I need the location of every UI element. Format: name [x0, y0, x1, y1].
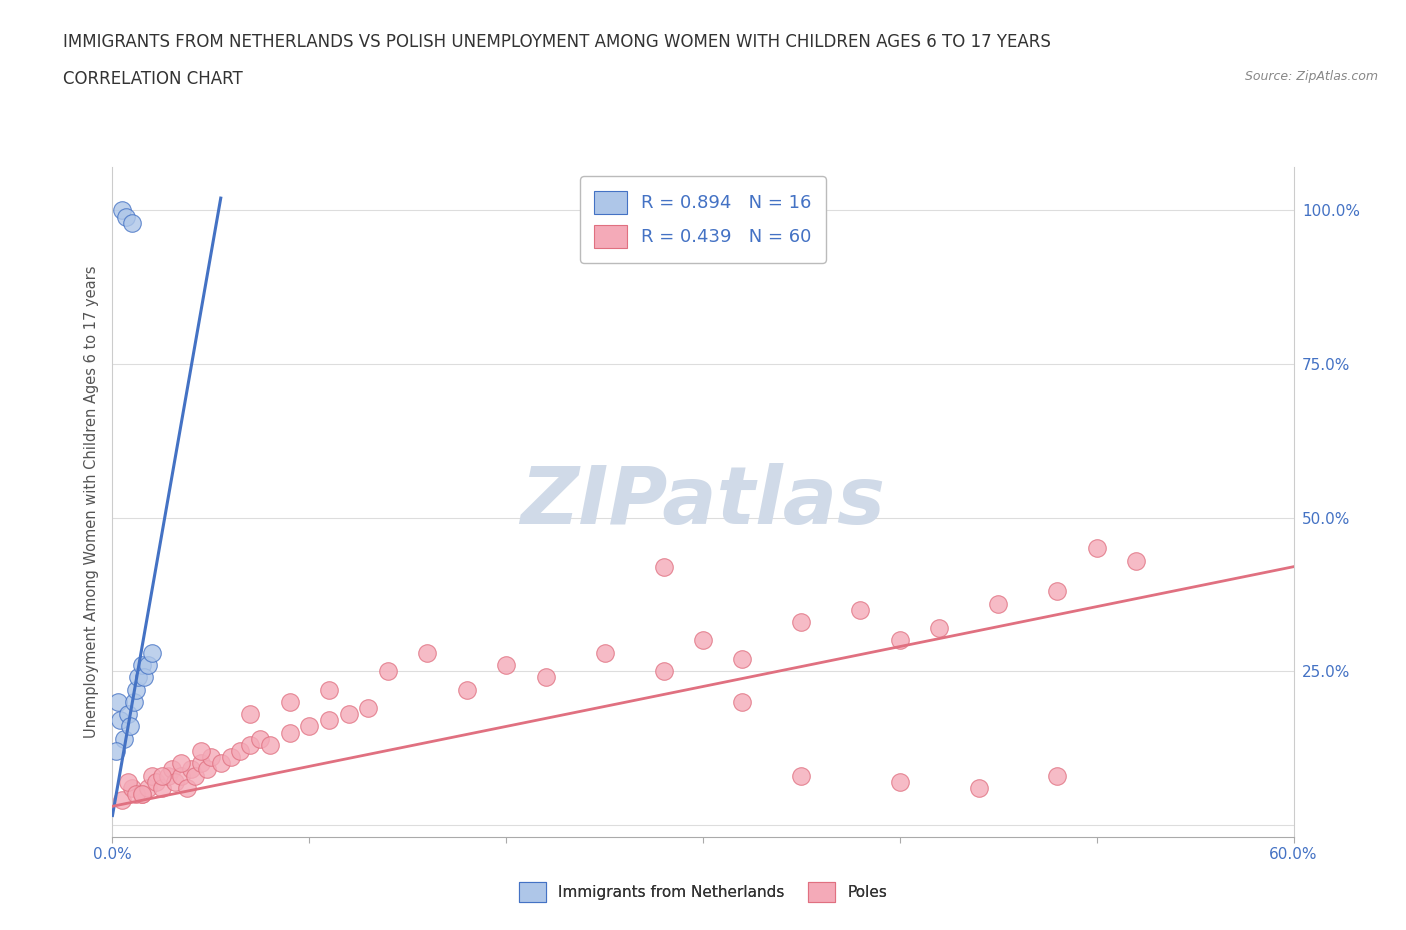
Point	[593, 645, 616, 660]
Point	[127, 670, 149, 684]
Point	[692, 633, 714, 648]
Point	[298, 719, 321, 734]
Point	[1046, 584, 1069, 599]
Point	[416, 645, 439, 660]
Point	[209, 756, 232, 771]
Point	[456, 682, 478, 697]
Point	[249, 731, 271, 746]
Point	[652, 664, 675, 679]
Point	[889, 633, 911, 648]
Point	[278, 695, 301, 710]
Text: ZIPatlas: ZIPatlas	[520, 463, 886, 541]
Point	[928, 620, 950, 635]
Point	[170, 768, 193, 783]
Point	[150, 780, 173, 795]
Point	[190, 756, 212, 771]
Point	[121, 780, 143, 795]
Point	[156, 768, 179, 783]
Point	[495, 658, 517, 672]
Point	[150, 768, 173, 783]
Point	[318, 712, 340, 727]
Point	[337, 707, 360, 722]
Point	[111, 203, 134, 218]
Text: CORRELATION CHART: CORRELATION CHART	[63, 70, 243, 87]
Point	[790, 768, 813, 783]
Text: Source: ZipAtlas.com: Source: ZipAtlas.com	[1244, 70, 1378, 83]
Point	[141, 768, 163, 783]
Point	[170, 756, 193, 771]
Point	[790, 615, 813, 630]
Point	[120, 719, 142, 734]
Point	[115, 209, 138, 224]
Point	[849, 603, 872, 618]
Point	[967, 780, 990, 795]
Point	[160, 762, 183, 777]
Point	[731, 695, 754, 710]
Point	[117, 707, 139, 722]
Point	[180, 762, 202, 777]
Point	[165, 775, 187, 790]
Point	[131, 787, 153, 802]
Point	[259, 737, 281, 752]
Point	[357, 700, 380, 715]
Point	[125, 682, 148, 697]
Point	[239, 737, 262, 752]
Point	[219, 750, 242, 764]
Point	[1085, 541, 1108, 556]
Point	[121, 215, 143, 230]
Point	[377, 664, 399, 679]
Point	[112, 731, 135, 746]
Point	[652, 559, 675, 574]
Text: IMMIGRANTS FROM NETHERLANDS VS POLISH UNEMPLOYMENT AMONG WOMEN WITH CHILDREN AGE: IMMIGRANTS FROM NETHERLANDS VS POLISH UN…	[63, 33, 1052, 50]
Point	[145, 775, 167, 790]
Point	[111, 792, 134, 807]
Point	[184, 768, 207, 783]
Y-axis label: Unemployment Among Women with Children Ages 6 to 17 years: Unemployment Among Women with Children A…	[83, 266, 98, 738]
Point	[107, 695, 129, 710]
Point	[987, 596, 1010, 611]
Point	[195, 762, 218, 777]
Point	[122, 695, 145, 710]
Point	[889, 775, 911, 790]
Legend: Immigrants from Netherlands, Poles: Immigrants from Netherlands, Poles	[510, 875, 896, 910]
Point	[131, 787, 153, 802]
Point	[200, 750, 222, 764]
Point	[1125, 553, 1147, 568]
Point	[117, 775, 139, 790]
Point	[278, 725, 301, 740]
Point	[105, 744, 128, 759]
Point	[229, 744, 252, 759]
Point	[136, 658, 159, 672]
Point	[239, 707, 262, 722]
Point	[141, 645, 163, 660]
Point	[136, 780, 159, 795]
Point	[132, 670, 155, 684]
Point	[318, 682, 340, 697]
Point	[110, 712, 132, 727]
Point	[131, 658, 153, 672]
Point	[125, 787, 148, 802]
Point	[534, 670, 557, 684]
Point	[190, 744, 212, 759]
Point	[731, 651, 754, 666]
Point	[1046, 768, 1069, 783]
Point	[176, 780, 198, 795]
